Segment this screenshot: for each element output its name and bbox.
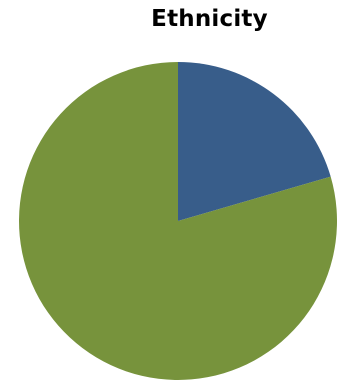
chart-container: Ethnicity xyxy=(0,0,337,381)
pie-chart xyxy=(0,0,337,381)
